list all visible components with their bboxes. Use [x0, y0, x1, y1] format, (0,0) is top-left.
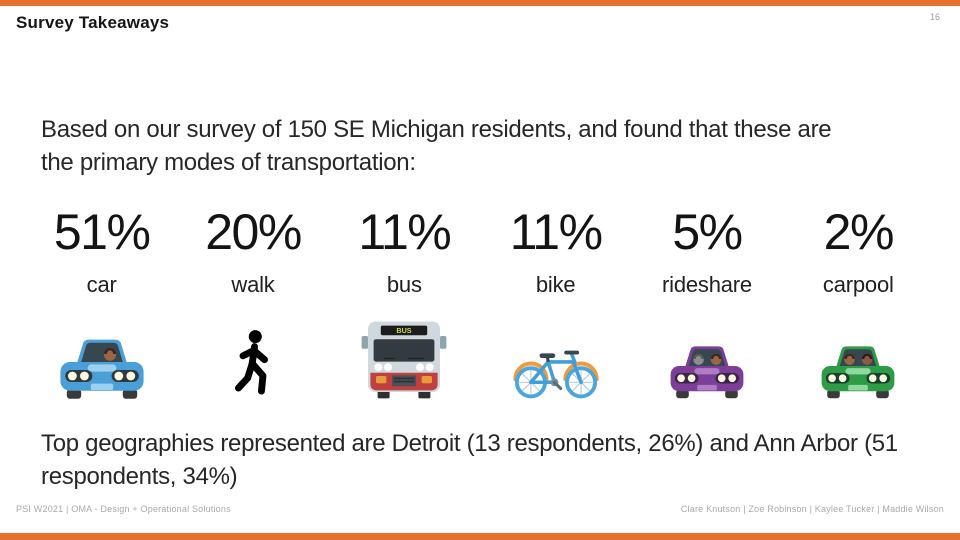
footer-author-credits: Clare Knutson | Zoe Robinson | Kaylee Tu… [680, 504, 944, 514]
bus-icon: BUS [329, 308, 480, 400]
purple-car-icon [631, 308, 782, 400]
intro-paragraph: Based on our survey of 150 SE Michigan r… [41, 116, 832, 176]
geography-paragraph: Top geographies represented are Detroit … [41, 430, 898, 490]
mode-percentage: 11% [358, 204, 451, 260]
slide-title: Survey Takeaways [16, 13, 170, 32]
mode-column-walk: 20% walk [177, 202, 328, 400]
mode-column-bus: 11% bus BUS [329, 202, 480, 400]
mode-label: bus [386, 272, 422, 297]
green-car-icon [783, 308, 934, 400]
mode-label: rideshare [662, 272, 752, 297]
mode-percentage: 2% [823, 204, 895, 260]
mode-column-carpool: 2% carpool [783, 202, 934, 400]
mode-label: walk [231, 272, 275, 297]
mode-column-bike: 11% bike [480, 202, 631, 400]
mode-percentage: 20% [205, 204, 302, 260]
blue-car-icon [26, 308, 177, 400]
pedestrian-icon [177, 308, 328, 400]
bottom-accent-bar [0, 533, 960, 540]
mode-percentage: 5% [672, 204, 743, 260]
mode-column-rideshare: 5% rideshare [631, 202, 782, 400]
bicycle-icon [480, 308, 631, 400]
footer-project-credit: PSI W2021 | OMA - Design + Operational S… [16, 504, 231, 514]
mode-percentage: 51% [53, 204, 151, 260]
bus-destination-sign: BUS [397, 326, 412, 335]
page-number: 16 [929, 12, 940, 22]
top-accent-bar [0, 0, 960, 6]
mode-label: car [86, 272, 117, 297]
mode-label: bike [535, 272, 576, 297]
mode-column-car: 51% car [26, 202, 177, 400]
mode-label: carpool [822, 272, 894, 297]
mode-percentage: 11% [509, 204, 603, 260]
transport-modes-row: 51% car [26, 202, 934, 400]
